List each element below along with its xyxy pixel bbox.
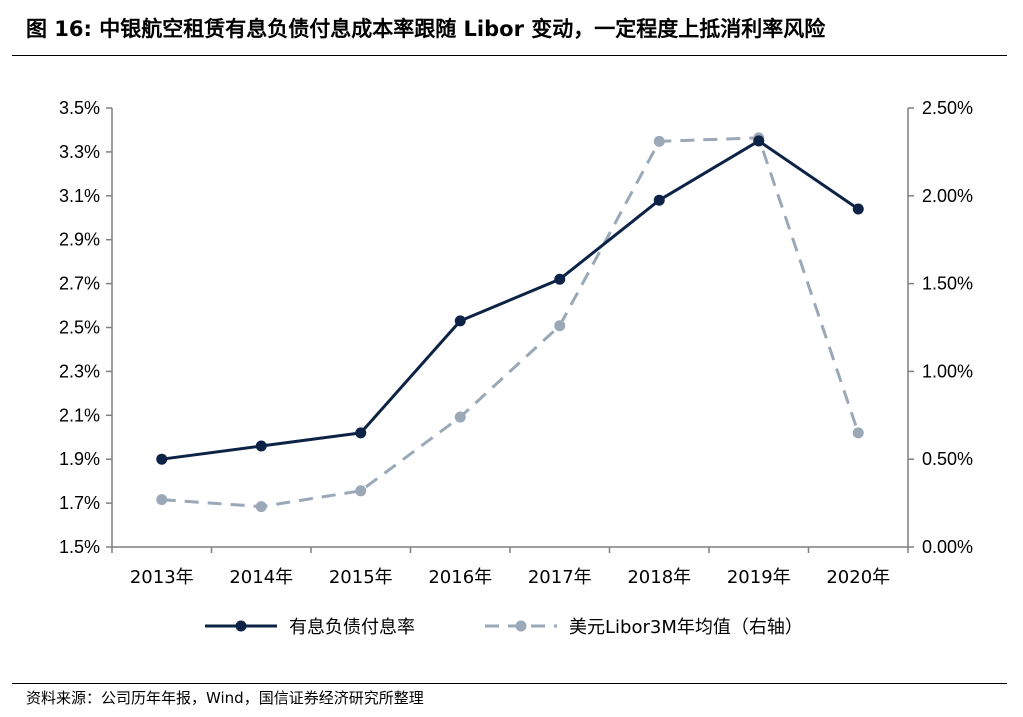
right-y-tick-label: 0.50%: [922, 449, 973, 469]
title-top-rule: [12, 55, 1007, 56]
left-y-tick-label: 2.1%: [59, 405, 100, 425]
left-y-tick-label: 1.5%: [59, 537, 100, 557]
x-tick-label: 2020年: [826, 567, 890, 588]
libor-data-point: [156, 494, 168, 506]
debt-rate-data-point: [653, 194, 665, 206]
figure-title: 图 16: 中银航空租赁有息负债付息成本率跟随 Libor 变动，一定程度上抵消…: [26, 17, 826, 41]
footer-top-rule: [12, 683, 1007, 684]
debt-rate-data-point: [355, 427, 367, 439]
left-y-tick-label: 2.3%: [59, 361, 100, 381]
x-tick-label: 2015年: [329, 567, 393, 588]
libor-data-point: [554, 320, 566, 332]
debt-rate-data-point: [454, 315, 466, 327]
left-y-tick-label: 2.9%: [59, 230, 100, 250]
libor-data-point: [653, 135, 665, 147]
right-y-tick-label: 0.00%: [922, 537, 973, 557]
left-y-tick-label: 3.3%: [59, 142, 100, 162]
chart-legend: 有息负债付息率 美元Libor3M年均值（右轴）: [205, 617, 803, 638]
source-note: 资料来源：公司历年年报，Wind，国信证券经济研究所整理: [26, 689, 424, 707]
right-y-tick-label: 1.00%: [922, 361, 973, 381]
debt-rate-data-point: [156, 453, 168, 465]
left-y-tick-label: 2.7%: [59, 274, 100, 294]
libor-data-point: [355, 485, 367, 497]
libor-series-line: [161, 136, 860, 509]
x-tick-label: 2018年: [627, 567, 691, 588]
left-y-tick-label: 2.5%: [59, 318, 100, 338]
legend-item-libor-swatch-marker: [515, 620, 527, 632]
x-tick-label: 2016年: [428, 567, 492, 588]
chart-axes: 1.5% 1.7% 1.9% 2.1% 2.3% 2.5% 2.7% 2.9% 3.1% 3.3%…: [59, 98, 973, 588]
debt-rate-data-point: [753, 135, 765, 147]
debt-rate-data-point: [852, 203, 864, 215]
legend-item-libor-label: 美元Libor3M年均值（右轴）: [569, 617, 803, 638]
right-y-tick-label: 1.50%: [922, 274, 973, 294]
chart-series: [156, 132, 864, 513]
x-tick-label: 2019年: [727, 567, 791, 588]
left-y-tick-label: 3.1%: [59, 186, 100, 206]
left-y-tick-label: 1.7%: [59, 493, 100, 513]
x-tick-label: 2017年: [528, 567, 592, 588]
x-tick-label: 2014年: [229, 567, 293, 588]
debt-rate-series-line: [161, 139, 860, 461]
legend-item-debt-rate-label: 有息负债付息率: [289, 617, 415, 638]
right-y-tick-label: 2.00%: [922, 186, 973, 206]
debt-rate-data-point: [554, 273, 566, 285]
debt-rate-data-point: [255, 440, 267, 452]
right-y-tick-label: 2.50%: [922, 98, 973, 118]
left-y-tick-label: 3.5%: [59, 98, 100, 118]
libor-data-point: [255, 501, 267, 513]
legend-item-debt-rate-swatch-marker: [235, 620, 247, 632]
x-tick-label: 2013年: [130, 567, 194, 588]
left-y-tick-label: 1.9%: [59, 449, 100, 469]
libor-data-point: [852, 427, 864, 439]
libor-data-point: [454, 411, 466, 423]
